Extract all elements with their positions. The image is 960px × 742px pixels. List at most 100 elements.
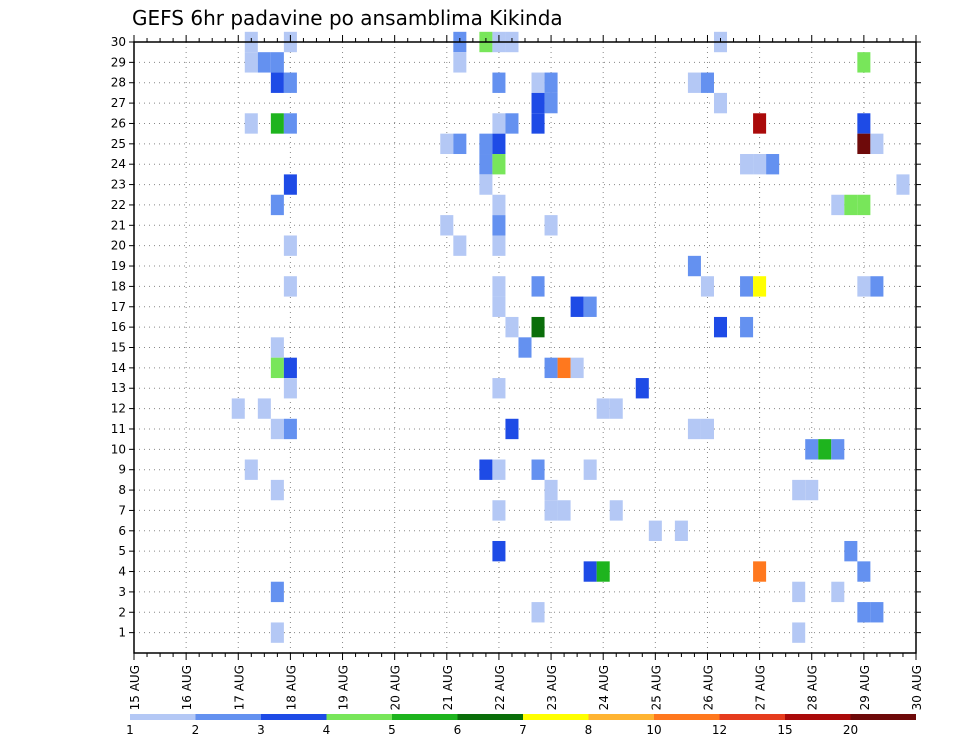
precip-cell xyxy=(453,52,467,73)
precip-cell xyxy=(687,418,701,440)
y-tick-label: 19 xyxy=(111,259,126,273)
precip-cell xyxy=(896,174,910,195)
precip-cell xyxy=(270,72,284,93)
y-tick-label: 18 xyxy=(111,279,126,293)
colorbar: 1 2 3 4 5 6 7 8 10 12 15 20 xyxy=(126,714,916,737)
y-tick-label: 20 xyxy=(111,239,126,253)
colorbar-swatch xyxy=(457,714,523,720)
y-tick-label: 15 xyxy=(111,341,126,355)
precip-cell xyxy=(244,459,258,480)
y-tick-label: 26 xyxy=(111,116,126,130)
colorbar-label: 10 xyxy=(646,723,661,737)
colorbar-label: 7 xyxy=(519,723,527,737)
precip-cell xyxy=(570,357,584,379)
y-tick-label: 25 xyxy=(111,137,126,151)
precip-cell xyxy=(831,194,845,216)
precip-cell xyxy=(792,581,806,603)
precip-cell xyxy=(713,316,728,338)
precip-cell xyxy=(753,276,767,297)
precip-cell xyxy=(492,296,506,317)
precip-cell xyxy=(857,52,871,73)
precip-cell xyxy=(583,561,597,582)
precip-cell xyxy=(583,296,597,317)
precip-cell xyxy=(492,235,506,256)
precip-cell xyxy=(505,316,519,338)
colorbar-label: 12 xyxy=(712,723,727,737)
colorbar-swatch xyxy=(392,714,458,720)
colorbar-label: 3 xyxy=(257,723,265,737)
colorbar-swatch xyxy=(719,714,785,720)
x-tick-label: 20 AUG xyxy=(389,665,403,710)
colorbar-label: 4 xyxy=(323,723,331,737)
precip-cell xyxy=(805,479,819,501)
precip-cell xyxy=(283,276,297,297)
y-tick-label: 28 xyxy=(111,76,126,90)
precip-cell xyxy=(557,500,571,521)
precip-cell xyxy=(270,337,284,358)
precip-cell xyxy=(700,418,714,440)
y-tick-label: 30 xyxy=(111,35,126,49)
colorbar-swatch xyxy=(654,714,720,720)
precip-cell xyxy=(531,459,545,480)
x-tick-label: 15 AUG xyxy=(128,665,142,710)
precip-cell xyxy=(283,174,297,195)
precip-cell xyxy=(531,113,545,134)
colorbar-swatch xyxy=(523,714,589,720)
precip-cell xyxy=(596,561,610,582)
precip-cell xyxy=(453,235,467,256)
precip-cell xyxy=(609,398,623,419)
colorbar-label: 1 xyxy=(126,723,134,737)
precip-cell xyxy=(544,357,558,379)
colorbar-label: 8 xyxy=(585,723,593,737)
precip-cell xyxy=(596,398,610,419)
y-tick-label: 29 xyxy=(111,55,126,69)
precip-cell xyxy=(544,215,558,236)
precip-cell xyxy=(544,92,558,114)
precip-cell xyxy=(492,72,506,93)
precip-cell xyxy=(479,174,493,195)
y-tick-label: 4 xyxy=(118,565,126,579)
precip-cell xyxy=(531,602,545,623)
y-tick-label: 3 xyxy=(118,585,126,599)
precip-cell xyxy=(518,337,532,358)
colorbar-swatch xyxy=(195,714,261,720)
y-tick-label: 10 xyxy=(111,442,126,456)
precip-cell xyxy=(766,154,780,175)
grid-lines xyxy=(134,42,916,653)
precip-cell xyxy=(257,398,271,419)
precip-cell xyxy=(674,520,688,541)
precip-cell xyxy=(453,133,467,155)
precip-cell xyxy=(831,581,845,603)
precip-cell xyxy=(740,316,754,338)
y-tick-label: 12 xyxy=(111,402,126,416)
y-tick-label: 24 xyxy=(111,157,126,171)
precip-cell xyxy=(492,459,506,480)
precip-cell xyxy=(857,602,871,623)
precip-cell xyxy=(231,398,245,419)
x-axis: 15 AUG 16 AUG 17 AUG 18 AUG 19 AUG 20 AUG 21 A… xyxy=(128,35,924,710)
precip-cell xyxy=(492,133,506,155)
precip-cell xyxy=(440,215,454,236)
precip-cell xyxy=(870,602,884,623)
colorbar-swatch xyxy=(326,714,392,720)
y-tick-label: 17 xyxy=(111,300,126,314)
x-tick-label: 25 AUG xyxy=(649,665,663,710)
precip-cell xyxy=(544,72,558,93)
precip-cell xyxy=(753,113,767,134)
precip-cell xyxy=(270,357,284,379)
precip-cell xyxy=(844,540,858,562)
precip-cell xyxy=(270,194,284,216)
x-tick-label: 19 AUG xyxy=(337,665,351,710)
precip-cell xyxy=(479,459,493,480)
precip-cell xyxy=(792,479,806,501)
precip-cell xyxy=(700,276,714,297)
precip-cell xyxy=(492,215,506,236)
precip-cells xyxy=(231,31,910,643)
precip-cell xyxy=(570,296,584,317)
precip-cell xyxy=(270,622,284,643)
precip-cell xyxy=(557,357,571,379)
precip-cell xyxy=(857,561,871,582)
colorbar-swatch xyxy=(261,714,327,720)
precip-cell xyxy=(870,276,884,297)
x-tick-label: 27 AUG xyxy=(754,665,768,710)
